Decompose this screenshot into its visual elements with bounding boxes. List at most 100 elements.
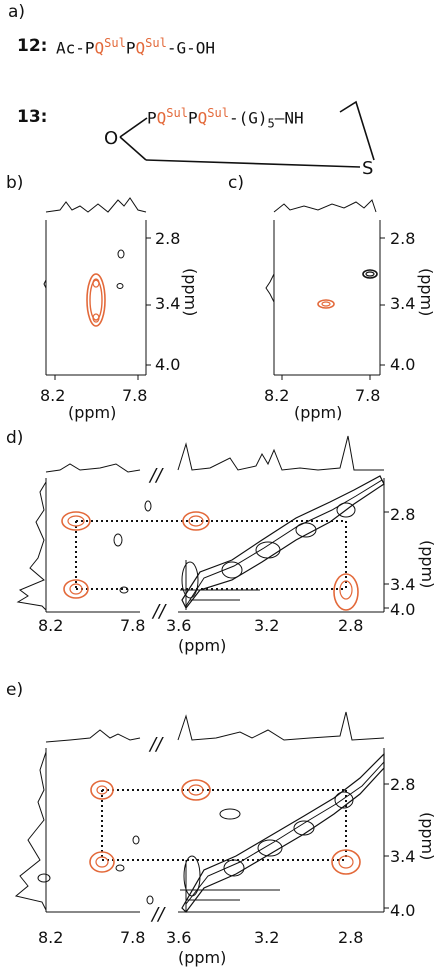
e-ytick-3: 4.0 [390, 901, 416, 920]
c-peak-orange [317, 299, 335, 309]
e-diag-peak-1 [223, 859, 245, 877]
e-xaxis-unit: (ppm) [178, 948, 227, 967]
e-cross-peak-3 [181, 779, 211, 801]
seq13-nh: —NH [274, 108, 304, 128]
d-xaxis-unit: (ppm) [178, 636, 227, 655]
seq12-q1: Q [94, 38, 105, 58]
panel-label-b: b) [6, 173, 24, 193]
c-xtick-1: 8.2 [264, 386, 290, 405]
e-diagonal-band [181, 752, 385, 913]
d-diagonal-band [181, 475, 385, 610]
c-xtick-2: 7.8 [355, 386, 381, 405]
e-cross-peak-1 [90, 780, 114, 800]
c-top-projection [273, 199, 377, 213]
d-cross-peak-1 [61, 511, 91, 531]
d-left-projection [16, 481, 47, 611]
compound-12-label: 12: [17, 36, 48, 56]
b-yaxis-unit: (ppm) [181, 268, 200, 317]
d-ytick-3: 4.0 [390, 600, 416, 619]
e-xtick-2: 7.8 [120, 928, 146, 947]
e-xtick-4: 3.2 [254, 928, 280, 947]
seq13-p1: P [147, 108, 157, 128]
b-ytick-3: 4.0 [155, 355, 181, 374]
d-top-projection-left [45, 463, 141, 473]
panel-label-d: d) [6, 428, 24, 448]
seq13-q2: Q [197, 108, 208, 128]
c-xaxis-unit: (ppm) [294, 403, 343, 422]
compound-12-sequence: Ac-PQSulPQSul-G-OH [56, 36, 215, 57]
d-ytick-2: 3.4 [390, 575, 416, 594]
seq13-p2: P [187, 108, 198, 128]
e-cross-peak-4 [331, 849, 361, 875]
seq13-linker: -(G) [228, 108, 268, 128]
c-ytick-2: 3.4 [390, 294, 416, 313]
compound-13-sequence: PQSulPQSul-(G)5—NH [147, 106, 304, 131]
seq13-sul1: Sul [166, 106, 188, 120]
d-diag-peak-5 [181, 561, 199, 599]
d-xtick-2: 7.8 [120, 616, 146, 635]
e-yaxis-unit: (ppm) [418, 812, 437, 861]
d-diag-peak-3 [295, 522, 317, 538]
b-small-peak-1 [117, 249, 125, 259]
b-peak-mid [89, 279, 103, 321]
d-cross-peak-2 [63, 579, 89, 599]
b-ytick-1: 2.8 [155, 229, 181, 248]
e-diag-peak-3 [293, 820, 315, 836]
cyclic-bond-lines [119, 100, 375, 168]
d-diag-peak-4 [336, 502, 356, 518]
b-peak-top [92, 278, 100, 288]
e-ytick-2: 3.4 [390, 847, 416, 866]
c-left-projection [265, 273, 275, 303]
d-diag-peak-1 [221, 561, 243, 579]
e-axis-break-bottom: // [152, 904, 165, 925]
spectrum-d [16, 435, 389, 613]
seq12-pre: Ac-P [56, 38, 95, 58]
seq13-sub5: 5 [267, 116, 275, 131]
c-yaxis-unit: (ppm) [417, 268, 436, 317]
d-xtick-1: 8.2 [38, 616, 64, 635]
d-yaxis-unit: (ppm) [418, 540, 437, 589]
b-peak-outer [86, 273, 106, 327]
e-ytick-1: 2.8 [390, 775, 416, 794]
b-xtick-1: 8.2 [40, 386, 66, 405]
d-axis-break-bottom: // [153, 601, 166, 622]
d-top-projection-right [177, 435, 384, 471]
panel-label-e: e) [6, 680, 24, 700]
seq13-sul2: Sul [207, 106, 229, 120]
e-top-projection-left [45, 729, 141, 743]
e-xtick-3: 3.6 [166, 928, 192, 947]
d-axis-break-top: // [150, 465, 163, 486]
panel-label-a: a) [8, 2, 26, 22]
d-xtick-3: 3.6 [166, 616, 192, 635]
e-diag-peak-5 [183, 855, 201, 897]
seq12-sul1: Sul [104, 36, 126, 50]
e-xtick-1: 8.2 [38, 928, 64, 947]
seq12-q2: Q [135, 38, 146, 58]
seq12-p2: P [125, 38, 136, 58]
c-peak-black [362, 269, 378, 279]
d-diag-peak-2 [255, 541, 281, 559]
b-xaxis-unit: (ppm) [68, 403, 117, 422]
b-peak-bottom [92, 313, 100, 323]
e-cross-peak-2 [89, 851, 115, 873]
spectrum-c [265, 199, 385, 380]
e-xtick-5: 2.8 [338, 928, 364, 947]
d-xtick-4: 3.2 [254, 616, 280, 635]
compound-13-label: 13: [17, 107, 48, 127]
e-axis-break-top: // [150, 734, 163, 755]
d-cross-peak-3 [182, 511, 210, 531]
b-small-peak-2 [116, 283, 124, 289]
e-diag-peak-2 [257, 839, 283, 857]
b-top-projection [45, 197, 147, 213]
b-xtick-2: 7.8 [122, 386, 148, 405]
carbonyl-oxygen: O [104, 128, 119, 149]
spectrum-e [14, 711, 389, 913]
b-ytick-2: 3.4 [155, 294, 181, 313]
e-diag-peak-4 [334, 791, 354, 809]
d-cross-peak-4 [333, 573, 359, 611]
thioether-sulfur: S [362, 158, 374, 179]
panel-label-c: c) [228, 173, 244, 193]
spectrum-b [43, 197, 151, 380]
c-ytick-1: 2.8 [390, 229, 416, 248]
d-ytick-1: 2.8 [390, 505, 416, 524]
